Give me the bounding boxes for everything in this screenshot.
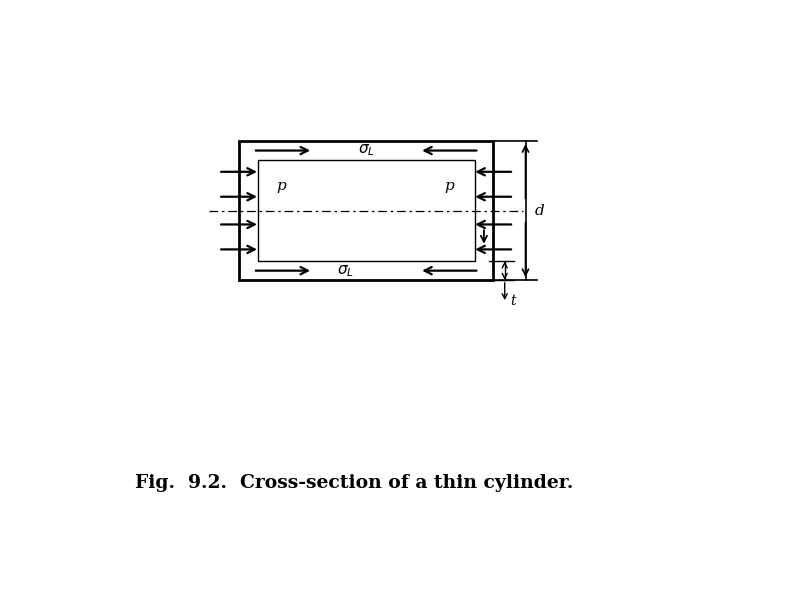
Text: $\sigma_L$: $\sigma_L$ [358,143,374,158]
Text: d: d [534,203,545,218]
Text: p: p [276,179,286,193]
Text: p: p [444,179,454,193]
Text: $\sigma_L$: $\sigma_L$ [338,263,354,278]
Text: Fig.  9.2.  Cross-section of a thin cylinder.: Fig. 9.2. Cross-section of a thin cylind… [135,474,574,492]
Text: t: t [510,293,516,308]
Bar [258,160,474,262]
Bar [239,141,493,280]
